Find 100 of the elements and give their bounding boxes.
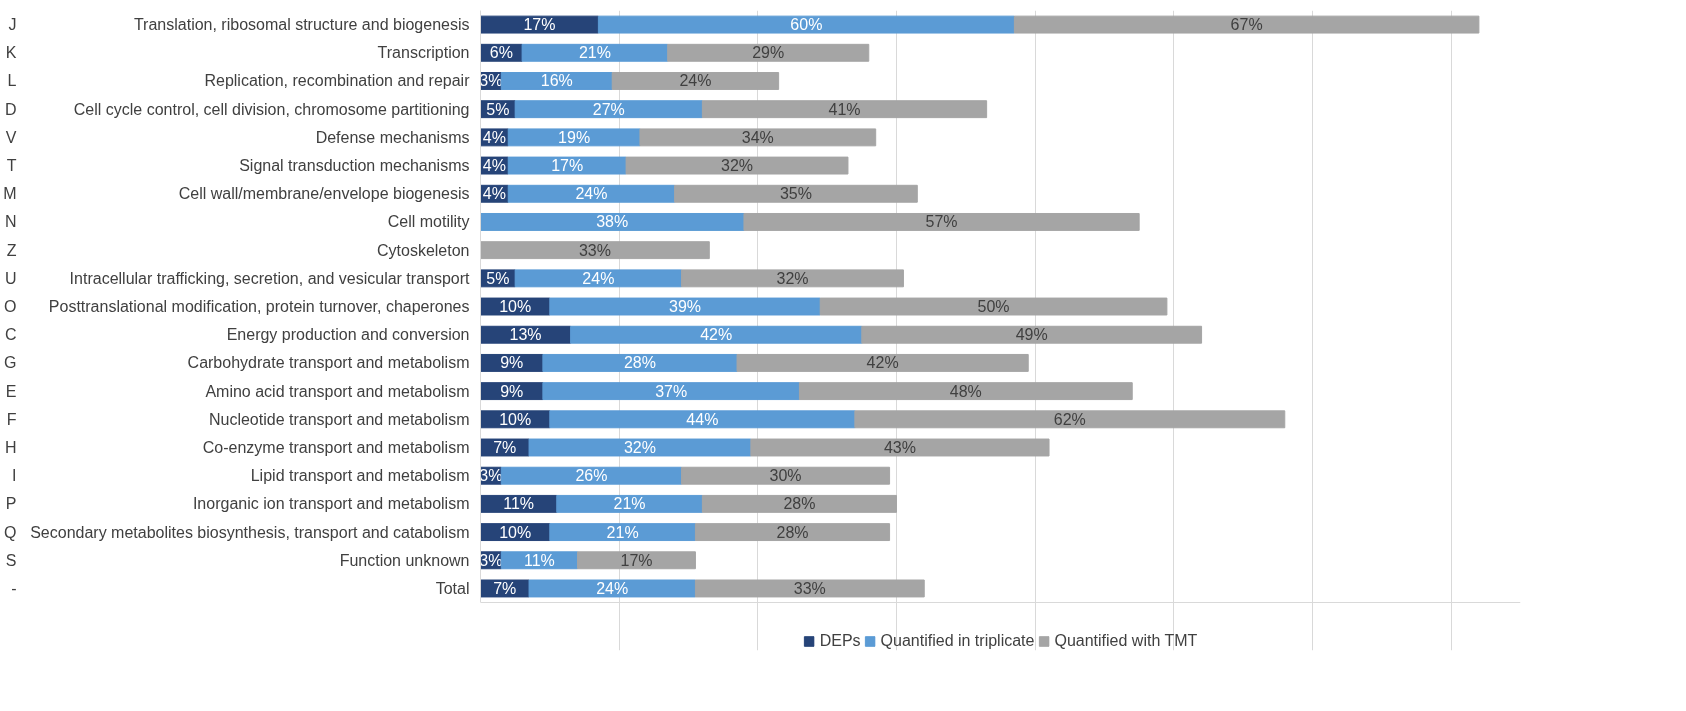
y2-tick-label: Z bbox=[6, 241, 17, 259]
data-label: 60% bbox=[790, 16, 823, 34]
y-tick-label: Co-enzyme transport and metabolism bbox=[202, 439, 470, 456]
bar bbox=[1013, 15, 1480, 34]
data-label: 11% bbox=[524, 551, 555, 569]
data-label: 26% bbox=[575, 467, 608, 485]
y2-tick-label: H bbox=[4, 439, 17, 456]
data-label: 42% bbox=[700, 326, 733, 344]
y-tick-label: Amino acid transport and metabolism bbox=[205, 382, 470, 400]
data-label: 5% bbox=[486, 100, 510, 118]
data-label: 21% bbox=[578, 44, 611, 62]
y-tick-label: Carbohydrate transport and metabolism bbox=[187, 354, 470, 372]
bar bbox=[507, 184, 676, 203]
data-label: 67% bbox=[1230, 16, 1263, 34]
data-label: 42% bbox=[866, 354, 899, 372]
y2-tick-label: E bbox=[5, 382, 17, 400]
bar bbox=[701, 494, 897, 513]
y-tick-label: Total bbox=[435, 579, 470, 597]
bar bbox=[861, 325, 1203, 344]
data-label: 50% bbox=[977, 298, 1010, 316]
bar bbox=[507, 156, 627, 175]
data-label: 37% bbox=[655, 382, 688, 400]
data-label: 29% bbox=[752, 44, 785, 62]
y-tick-label: Transcription bbox=[377, 44, 470, 62]
data-label: 3% bbox=[479, 72, 503, 90]
bar bbox=[798, 382, 1133, 401]
data-label: 30% bbox=[769, 467, 802, 485]
bar bbox=[743, 213, 1140, 231]
bar bbox=[556, 494, 703, 513]
data-label: 4% bbox=[482, 185, 506, 203]
data-label: 28% bbox=[623, 354, 656, 372]
bar bbox=[694, 523, 891, 542]
bar bbox=[521, 43, 669, 62]
data-label: 28% bbox=[776, 523, 809, 541]
bar bbox=[500, 466, 683, 485]
data-label: 35% bbox=[779, 185, 812, 203]
data-label: 32% bbox=[623, 439, 656, 456]
y-tick-label: Defense mechanisms bbox=[315, 128, 470, 146]
y-tick-label: Nucleotide transport and metabolism bbox=[208, 410, 470, 428]
bar bbox=[736, 353, 1029, 372]
y-tick-label: Inorganic ion transport and metabolism bbox=[192, 495, 470, 513]
y-tick-label: Cytoskeleton bbox=[377, 241, 470, 259]
bar bbox=[570, 325, 863, 344]
bar bbox=[681, 466, 891, 485]
data-label: 21% bbox=[606, 523, 639, 541]
data-label: 13% bbox=[509, 326, 542, 344]
data-label: 9% bbox=[500, 354, 524, 372]
bar bbox=[514, 269, 683, 288]
data-label: 7% bbox=[493, 439, 517, 456]
data-label: 21% bbox=[613, 495, 646, 513]
bar bbox=[639, 128, 877, 147]
data-label: 44% bbox=[686, 410, 719, 428]
y2-tick-label: M bbox=[3, 185, 17, 203]
data-label: 24% bbox=[575, 185, 608, 203]
data-label: 4% bbox=[482, 128, 506, 146]
y2-tick-label: G bbox=[4, 354, 17, 372]
y-tick-label: Cell motility bbox=[387, 213, 470, 231]
bar bbox=[597, 15, 1015, 34]
bar bbox=[667, 43, 870, 62]
y2-tick-label: J bbox=[8, 16, 17, 34]
data-label: 6% bbox=[489, 44, 513, 62]
data-label: 11% bbox=[503, 495, 535, 513]
bar bbox=[611, 72, 780, 90]
data-label: 32% bbox=[721, 157, 754, 175]
data-label: 39% bbox=[669, 298, 702, 316]
bar bbox=[750, 438, 1050, 457]
legend-label: Quantified with TMT bbox=[1054, 632, 1198, 650]
y2-tick-label: L bbox=[7, 72, 17, 90]
data-label: 10% bbox=[499, 298, 532, 316]
y2-tick-label: N bbox=[4, 213, 17, 231]
data-label: 27% bbox=[592, 100, 625, 118]
data-label: 3% bbox=[479, 551, 503, 569]
data-label: 19% bbox=[558, 128, 591, 146]
data-label: 5% bbox=[486, 269, 510, 287]
bar bbox=[542, 353, 738, 372]
y2-tick-label: T bbox=[6, 157, 17, 175]
data-label: 24% bbox=[679, 72, 712, 90]
y2-tick-label: F bbox=[6, 410, 17, 428]
bar bbox=[549, 410, 856, 429]
bar bbox=[694, 579, 925, 598]
y-tick-label: Secondary metabolites biosynthesis, transport and catabolism bbox=[30, 523, 470, 541]
y2-tick-label: U bbox=[4, 269, 17, 287]
bar bbox=[681, 269, 904, 288]
y2-tick-label: P bbox=[5, 495, 17, 513]
data-label: 62% bbox=[1053, 410, 1086, 428]
data-label: 41% bbox=[828, 100, 861, 118]
data-label: 4% bbox=[482, 157, 506, 175]
bar bbox=[480, 15, 599, 34]
y2-tick-label: O bbox=[4, 298, 17, 316]
y2-tick-label: S bbox=[5, 551, 17, 569]
y-tick-label: Replication, recombination and repair bbox=[204, 72, 471, 90]
bar bbox=[528, 579, 696, 598]
y-tick-label: Cell wall/membrane/envelope biogenesis bbox=[178, 185, 470, 203]
data-label: 43% bbox=[883, 439, 916, 456]
bar bbox=[674, 184, 918, 203]
data-label: 24% bbox=[596, 579, 629, 597]
data-label: 3% bbox=[479, 467, 503, 485]
y2-tick-label: V bbox=[5, 128, 17, 146]
bar bbox=[701, 100, 988, 119]
data-label: 34% bbox=[741, 128, 774, 146]
